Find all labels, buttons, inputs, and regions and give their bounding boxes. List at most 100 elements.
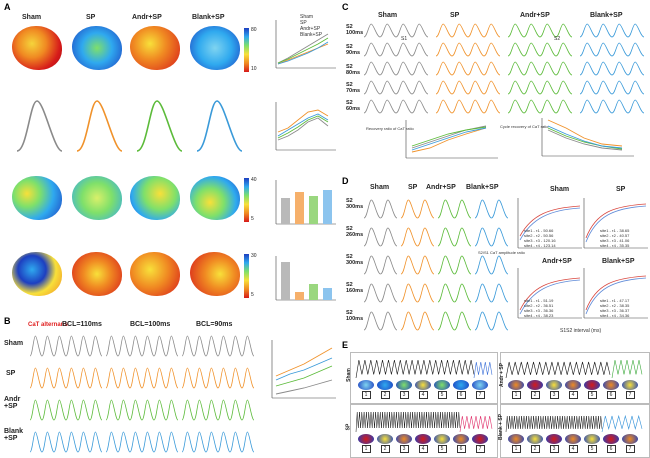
e-sp-frame-number-1: 1 — [361, 445, 371, 453]
c-cyc-blank-line — [547, 125, 623, 149]
c-chart-recovery — [405, 120, 498, 159]
c-trace-r4-g2 — [507, 99, 573, 114]
b-row-sham: Sham — [4, 340, 24, 347]
b-row-andr: Andr +SP — [4, 396, 21, 410]
e-sham-frame-3: 3 — [396, 380, 412, 399]
c-cyc-sham-line — [547, 129, 623, 151]
a-map-andr-r4 — [130, 252, 180, 296]
c-rec-andr-line — [411, 126, 487, 147]
e-sp-frame-7: 7 — [472, 434, 488, 453]
e-sham-frame-number-6: 6 — [456, 391, 466, 399]
d-trace-r0-g1 — [400, 199, 435, 219]
b-chart-sham-line — [275, 379, 333, 395]
e-andr-frame-map-7 — [622, 380, 638, 390]
a-map-sp-r4 — [72, 252, 122, 296]
d-traces — [363, 199, 509, 331]
e-sham-frame-6: 6 — [453, 380, 469, 399]
panel-label-a: A — [4, 2, 11, 12]
d-andr-curve — [519, 277, 581, 311]
a-r2-sp-line — [277, 109, 329, 133]
b-bcl-100: BCL=100ms — [130, 321, 171, 328]
d-trace-r0-g0 — [363, 199, 398, 219]
e-blank-frame-number-3: 3 — [549, 445, 559, 453]
c-trace-r2-g2 — [507, 61, 573, 76]
d-chart-title-andr: Andr+SP — [542, 258, 572, 265]
d-andr-site4: site4 - τ4 - 38.23 — [524, 313, 554, 318]
e-andr-frame-map-1 — [508, 380, 524, 390]
d-blank-curve-2 — [585, 277, 647, 315]
b-trace-r1-bcl2 — [181, 367, 255, 389]
e-sp-frame-5: 5 — [434, 434, 450, 453]
d-chart-title-sp: SP — [616, 186, 626, 193]
a-legend-andr: Andr+SP — [300, 26, 321, 32]
a-header-andr: Andr+SP — [132, 14, 162, 21]
e-strip-andr — [505, 361, 611, 379]
c-trace-r1-g2 — [507, 42, 573, 57]
e-sham-frame-number-4: 4 — [418, 391, 428, 399]
a-legend-sp: SP — [300, 20, 307, 26]
d-row-3: S2 300ms — [346, 254, 364, 266]
e-strip-blank-zoom — [601, 414, 643, 433]
e-sp-frame-1: 1 — [358, 434, 374, 453]
e-sp-frame-map-6 — [453, 434, 469, 444]
c-s2-label: S2 — [554, 36, 561, 42]
e-sham-frame-number-1: 1 — [361, 391, 371, 399]
b-bcl-110: BCL=110ms — [62, 321, 102, 328]
a-colorbar-r1 — [244, 28, 249, 72]
d-trace-r2-g3 — [474, 255, 509, 275]
a-r1-blank-line — [277, 41, 329, 65]
c-trace-r3-g3 — [579, 80, 645, 95]
c-chart-cycle — [541, 118, 634, 157]
e-andr-frame-map-5 — [584, 380, 600, 390]
d-sp-curve-2 — [585, 205, 647, 243]
a-chart-r1 — [275, 20, 336, 69]
e-blank-frame-map-7 — [622, 434, 638, 444]
d-trace-r4-g0 — [363, 311, 398, 331]
e-sham-frame-7: 7 — [472, 380, 488, 399]
b-trace-r3-bcl1 — [105, 431, 179, 453]
e-blank-frame-1: 1 — [508, 434, 524, 453]
e-strip-sp-zoom — [459, 415, 493, 433]
a-header-sp: SP — [86, 14, 96, 21]
e-sham-frame-5: 5 — [434, 380, 450, 399]
a-bar-chart-r4 — [275, 256, 336, 301]
e-blank-frame-map-5 — [584, 434, 600, 444]
b-chart-blank-line — [275, 357, 333, 381]
a-r4-bar-sp — [295, 292, 304, 300]
c-header-sham: Sham — [378, 12, 398, 19]
c-row-4: S2 70ms — [346, 82, 361, 94]
e-blank-frame-6: 6 — [603, 434, 619, 453]
a-trace-blank — [196, 100, 243, 152]
e-strips — [355, 359, 643, 433]
e-sp-frame-map-7 — [472, 434, 488, 444]
b-chart-andr-line — [275, 365, 333, 387]
b-trace-r1-bcl0 — [29, 367, 103, 389]
e-sham-frame-1: 1 — [358, 380, 374, 399]
d-row-1: S2 300ms — [346, 198, 364, 210]
e-andr-frame-number-6: 6 — [606, 391, 616, 399]
d-blank-site4: site4 - τ4 - 34.36 — [600, 313, 630, 318]
d-sp-site4: site4 - τ4 - 35.35 — [600, 243, 630, 248]
d-sham-curve — [519, 205, 581, 237]
c-row-1: S2 100ms — [346, 24, 364, 36]
e-sp-frame-number-6: 6 — [456, 445, 466, 453]
d-trace-r2-g0 — [363, 255, 398, 275]
c-trace-r3-g2 — [507, 80, 573, 95]
a-map-blank-r1 — [190, 26, 240, 70]
e-blank-frame-4: 4 — [565, 434, 581, 453]
e-sp-frame-map-3 — [396, 434, 412, 444]
e-blank-frame-map-1 — [508, 434, 524, 444]
b-chart — [271, 340, 336, 399]
a-r2-blank-line — [277, 113, 329, 137]
d-row-5: S2 100ms — [346, 310, 364, 322]
d-andr-curve-2 — [519, 279, 581, 315]
a-r1-sham-line — [277, 33, 329, 64]
d-row-2: S2 260ms — [346, 226, 364, 238]
d-trace-r1-g0 — [363, 227, 398, 247]
a-trace-sp — [76, 100, 123, 152]
d-andr-site2: site2 - τ2 - 36.51 — [524, 303, 554, 308]
d-header-sham: Sham — [370, 184, 390, 191]
a-r2-andr-line — [277, 115, 329, 139]
e-sham-frame-map-2 — [377, 380, 393, 390]
b-trace-r2-bcl2 — [181, 399, 255, 421]
